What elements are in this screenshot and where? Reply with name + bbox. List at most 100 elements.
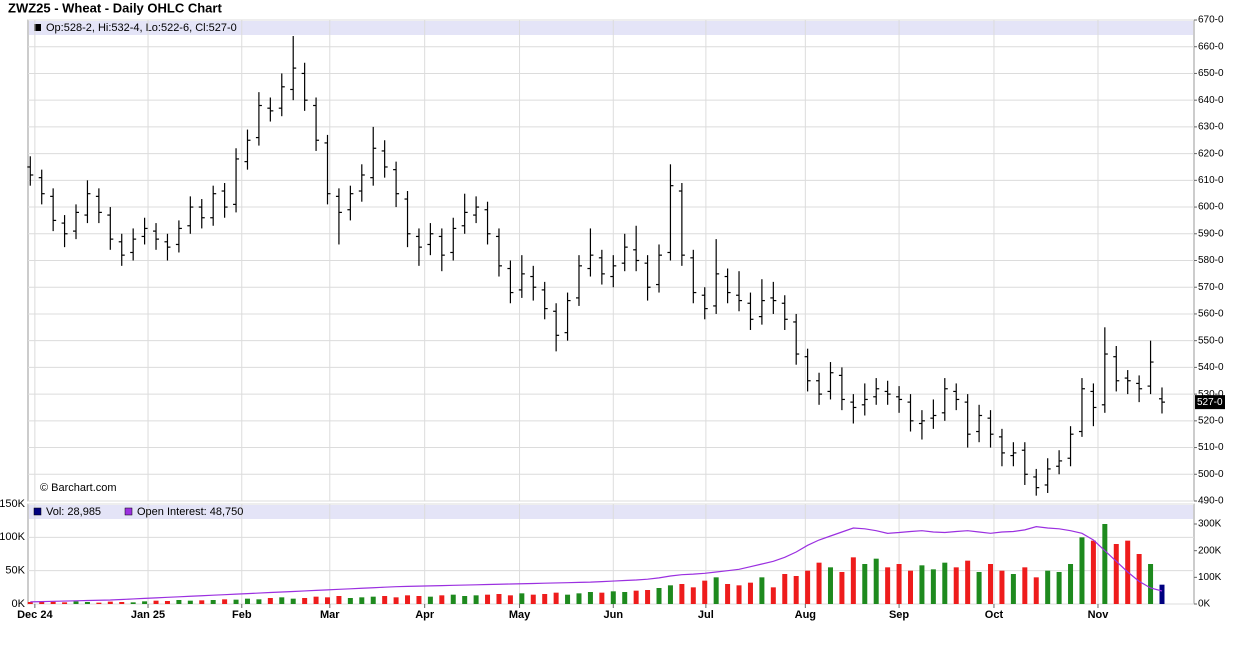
x-tick-label: Jul (698, 609, 714, 621)
volume-bar (622, 592, 628, 604)
x-tick-label: Aug (795, 609, 816, 621)
volume-bar (347, 598, 353, 604)
y-tick-label: 510-0 (1198, 442, 1224, 453)
y-tick-label: 540-0 (1198, 362, 1224, 373)
volume-bar (359, 597, 365, 604)
y-tick-label: 670-0 (1198, 15, 1224, 26)
y2-tick-label: 300K (1198, 519, 1222, 530)
volume-bar (725, 584, 731, 604)
volume-bar (325, 597, 331, 604)
volume-bar (96, 602, 102, 604)
volume-bar (416, 596, 422, 604)
y-tick-label: 570-0 (1198, 282, 1224, 293)
volume-bar (690, 587, 696, 604)
volume-bar (679, 584, 685, 604)
volume-bar (542, 594, 548, 604)
volume-bar (313, 596, 319, 604)
volume-bar (759, 577, 765, 604)
y2-tick-label: 100K (1198, 572, 1222, 583)
volume-bar (805, 570, 811, 604)
volume-bar (84, 602, 90, 604)
volume-bar (370, 596, 376, 604)
volume-bar (850, 557, 856, 604)
volume-bar (153, 600, 159, 604)
volume-bar (565, 594, 571, 604)
volume-bar (279, 597, 285, 604)
volume-bar (199, 600, 205, 604)
volume-bar (793, 576, 799, 604)
y-tick-label: 590-0 (1198, 228, 1224, 239)
open-interest-line (30, 526, 1163, 603)
volume-bar (919, 565, 925, 604)
y-tick-label: 550-0 (1198, 335, 1224, 346)
volume-bar (1022, 567, 1028, 604)
x-tick-label: Nov (1088, 609, 1110, 621)
volume-bar (393, 597, 399, 604)
volume-bar (1045, 570, 1051, 604)
volume-bar (827, 567, 833, 604)
volume-bar (965, 560, 971, 604)
volume-bar (290, 598, 296, 604)
volume-bar (462, 596, 468, 604)
volume-bar (896, 564, 902, 604)
volume-bar (496, 594, 502, 604)
y-tick-label: 660-0 (1198, 41, 1224, 52)
volume-bar (1136, 554, 1142, 604)
volume-bar (39, 601, 45, 604)
x-tick-label: Sep (889, 609, 909, 621)
volume-bar (519, 593, 525, 604)
volume-bar (908, 570, 914, 604)
marks (27, 36, 1165, 604)
volume-bar (382, 596, 388, 604)
volume-bar (427, 596, 433, 604)
volume-bar (1056, 572, 1062, 604)
volume-bar (62, 602, 68, 604)
volume-bar (873, 558, 879, 604)
volume-bar (233, 599, 239, 604)
x-tick-label: Jan 25 (131, 609, 165, 621)
x-tick-label: Oct (985, 609, 1004, 621)
x-tick-label: Dec 24 (17, 609, 53, 621)
volume-bar (1010, 574, 1016, 604)
volume-bar (1148, 564, 1154, 604)
volume-bar (747, 582, 753, 604)
volume-bar (976, 572, 982, 604)
volume-bar (942, 562, 948, 604)
y-tick-label: 520-0 (1198, 415, 1224, 426)
volume-bar (1113, 544, 1119, 604)
volume-bar (587, 592, 593, 604)
volume-bar (222, 599, 228, 604)
x-tick-label: Jun (604, 609, 624, 621)
y-tick-label: 650-0 (1198, 68, 1224, 79)
y-tick-label: 630-0 (1198, 122, 1224, 133)
volume-bar (656, 588, 662, 604)
volume-bar (930, 569, 936, 604)
volume-bar (164, 601, 170, 604)
volume-bar (50, 601, 56, 604)
y-tick-label: 530-0 (1198, 389, 1224, 400)
volume-bar (1079, 537, 1085, 604)
legend-swatch (33, 507, 42, 516)
volume-bar (782, 574, 788, 604)
y-tick-label: 640-0 (1198, 95, 1224, 106)
y-tick-label: 150K (0, 498, 26, 510)
y-tick-label: 500-0 (1198, 469, 1224, 480)
volume-bar (862, 564, 868, 604)
volume-bar (210, 600, 216, 604)
y-tick-label: 600-0 (1198, 202, 1224, 213)
y-tick-label: 50K (5, 565, 25, 577)
x-tick-label: Mar (320, 609, 340, 621)
volume-bar (130, 602, 136, 604)
volume-bar (27, 602, 33, 604)
volume-bar (485, 594, 491, 604)
volume-bar (107, 601, 113, 604)
volume-bar (702, 580, 708, 604)
y2-tick-label: 200K (1198, 545, 1222, 556)
volume-bar (576, 593, 582, 604)
volume-bar (256, 599, 262, 604)
labels: 490-0 500-0 510-0 520-0 530-0 540-0 550-0 560-0… (0, 15, 1225, 621)
volume-bar (267, 598, 273, 604)
volume-bar (645, 590, 651, 604)
volume-bar (176, 600, 182, 604)
